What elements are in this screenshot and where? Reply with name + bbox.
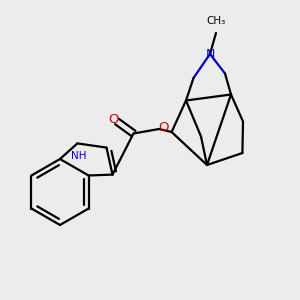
Text: O: O: [108, 112, 119, 126]
Text: O: O: [159, 121, 169, 134]
Text: NH: NH: [70, 151, 86, 161]
Text: CH₃: CH₃: [206, 16, 226, 26]
Text: N: N: [205, 47, 215, 61]
